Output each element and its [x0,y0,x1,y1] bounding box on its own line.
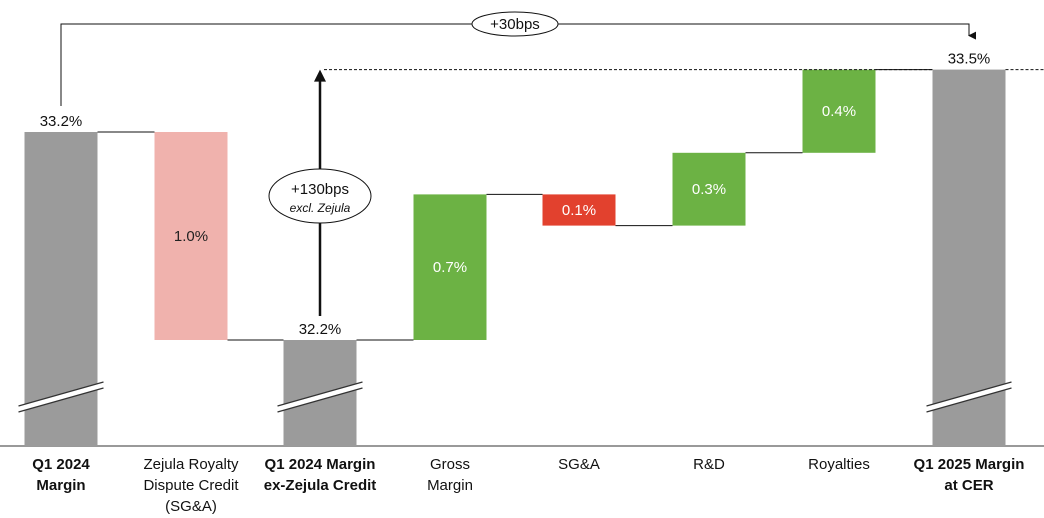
category-label-line: Zejula Royalty [143,456,239,473]
category-label-line: Royalties [808,456,870,473]
bar-royalties [802,69,876,153]
category-label-line: SG&A [558,456,600,473]
axis-break-gap-q1_2024_ex [277,382,363,412]
value-label-rd: 0.3% [692,181,726,198]
axis-break-line-b-q1_2025 [926,387,1012,413]
category-label-gross_margin: Gross Margin [375,454,525,496]
arrow-130bps-oval [268,168,372,224]
category-label-line: Gross [429,456,470,473]
axis-break-gap-q1_2025 [926,382,1012,412]
category-label-royalties: Royalties [764,454,914,475]
value-label-zejula: 1.0% [174,228,208,245]
category-label-q1_2025: Q1 2025 Margin at CER [894,454,1044,496]
category-label-line: Q1 2024 Margin [264,456,376,473]
category-label-line: Q1 2024 [32,456,90,473]
bracket-30bps-oval [471,11,559,37]
category-label-sga: SG&A [504,454,654,475]
value-label-royalties: 0.4% [822,103,856,120]
category-label-zejula: Zejula Royalty Dispute Credit (SG&A) [116,454,266,517]
axis-break-line-a-q1_2024_ex [277,381,363,407]
category-label-line: Q1 2025 Margin [913,456,1025,473]
category-label-line: at CER [944,477,994,494]
bracket-30bps-label: +30bps [490,16,540,33]
category-label-line: R&D [693,456,725,473]
category-label-line: Dispute Credit [143,477,239,494]
axis-break-line-a-q1_2025 [926,381,1012,407]
category-label-q1_2024_ex: Q1 2024 Margin ex-Zejula Credit [245,454,395,496]
axis-break-line-a-q1_2024 [18,381,104,407]
category-label-rd: R&D [634,454,784,475]
axis-break-line-b-q1_2024_ex [277,387,363,413]
category-label-q1_2024: Q1 2024 Margin [0,454,136,496]
arrow-130bps-head [314,69,326,82]
value-label-sga: 0.1% [562,202,596,219]
axis-break-gap-q1_2024 [18,382,104,412]
value-label-q1_2024_ex: 32.2% [299,321,342,338]
value-label-q1_2024: 33.2% [40,113,83,130]
axis-break-line-b-q1_2024 [18,387,104,413]
category-label-line: Margin [427,477,473,494]
category-label-line: (SG&A) [165,498,217,515]
bar-zejula [154,132,228,340]
arrow-130bps-sublabel: excl. Zejula [290,201,351,215]
bar-rd [672,152,746,226]
arrow-130bps-label: +130bps [291,181,349,198]
bar-gross_margin [413,194,487,340]
category-label-line: Margin [36,477,86,494]
bar-sga [542,194,616,226]
category-label-line: ex-Zejula Credit [263,477,377,494]
value-label-gross_margin: 0.7% [433,259,467,276]
bar-q1_2025 [932,69,1006,446]
value-label-q1_2025: 33.5% [948,51,991,68]
